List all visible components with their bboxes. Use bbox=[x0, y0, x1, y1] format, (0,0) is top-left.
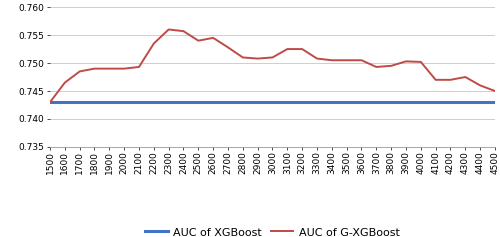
AUC of XGBoost bbox=[62, 101, 68, 104]
AUC of XGBoost bbox=[225, 101, 231, 104]
AUC of XGBoost bbox=[299, 101, 305, 104]
AUC of XGBoost bbox=[388, 101, 394, 104]
AUC of XGBoost bbox=[136, 101, 142, 104]
AUC of G-XGBoost bbox=[76, 70, 82, 73]
AUC of G-XGBoost bbox=[403, 60, 409, 63]
AUC of XGBoost bbox=[284, 101, 290, 104]
AUC of XGBoost bbox=[344, 101, 349, 104]
AUC of XGBoost bbox=[166, 101, 172, 104]
AUC of G-XGBoost bbox=[432, 78, 438, 81]
AUC of XGBoost bbox=[432, 101, 438, 104]
AUC of XGBoost bbox=[92, 101, 98, 104]
AUC of XGBoost bbox=[462, 101, 468, 104]
AUC of XGBoost bbox=[403, 101, 409, 104]
AUC of G-XGBoost bbox=[240, 56, 246, 59]
AUC of XGBoost bbox=[106, 101, 112, 104]
AUC of XGBoost bbox=[270, 101, 276, 104]
AUC of G-XGBoost bbox=[225, 46, 231, 49]
AUC of G-XGBoost bbox=[299, 48, 305, 50]
AUC of XGBoost bbox=[76, 101, 82, 104]
AUC of G-XGBoost bbox=[270, 56, 276, 59]
AUC of G-XGBoost bbox=[47, 101, 53, 104]
AUC of G-XGBoost bbox=[329, 59, 335, 62]
AUC of G-XGBoost bbox=[196, 39, 202, 42]
AUC of G-XGBoost bbox=[492, 90, 498, 92]
AUC of G-XGBoost bbox=[121, 67, 127, 70]
AUC of G-XGBoost bbox=[210, 36, 216, 39]
AUC of G-XGBoost bbox=[166, 28, 172, 31]
AUC of XGBoost bbox=[47, 101, 53, 104]
AUC of XGBoost bbox=[196, 101, 202, 104]
AUC of G-XGBoost bbox=[62, 81, 68, 84]
Legend: AUC of XGBoost, AUC of G-XGBoost: AUC of XGBoost, AUC of G-XGBoost bbox=[141, 222, 404, 237]
AUC of G-XGBoost bbox=[462, 76, 468, 78]
AUC of G-XGBoost bbox=[106, 67, 112, 70]
AUC of XGBoost bbox=[418, 101, 424, 104]
AUC of XGBoost bbox=[180, 101, 186, 104]
AUC of G-XGBoost bbox=[388, 64, 394, 67]
AUC of G-XGBoost bbox=[344, 59, 349, 62]
AUC of XGBoost bbox=[254, 101, 260, 104]
AUC of G-XGBoost bbox=[374, 66, 380, 68]
AUC of G-XGBoost bbox=[284, 48, 290, 50]
AUC of XGBoost bbox=[374, 101, 380, 104]
AUC of G-XGBoost bbox=[448, 78, 454, 81]
AUC of XGBoost bbox=[314, 101, 320, 104]
AUC of G-XGBoost bbox=[314, 57, 320, 60]
AUC of XGBoost bbox=[492, 101, 498, 104]
AUC of XGBoost bbox=[329, 101, 335, 104]
AUC of G-XGBoost bbox=[92, 67, 98, 70]
AUC of XGBoost bbox=[121, 101, 127, 104]
AUC of XGBoost bbox=[477, 101, 483, 104]
AUC of XGBoost bbox=[210, 101, 216, 104]
AUC of XGBoost bbox=[151, 101, 157, 104]
AUC of XGBoost bbox=[358, 101, 364, 104]
AUC of G-XGBoost bbox=[477, 84, 483, 87]
AUC of G-XGBoost bbox=[254, 57, 260, 60]
AUC of G-XGBoost bbox=[358, 59, 364, 62]
AUC of G-XGBoost bbox=[136, 66, 142, 68]
AUC of XGBoost bbox=[448, 101, 454, 104]
Line: AUC of G-XGBoost: AUC of G-XGBoost bbox=[50, 29, 495, 102]
AUC of XGBoost bbox=[240, 101, 246, 104]
AUC of G-XGBoost bbox=[418, 60, 424, 63]
AUC of G-XGBoost bbox=[180, 30, 186, 32]
AUC of G-XGBoost bbox=[151, 42, 157, 45]
